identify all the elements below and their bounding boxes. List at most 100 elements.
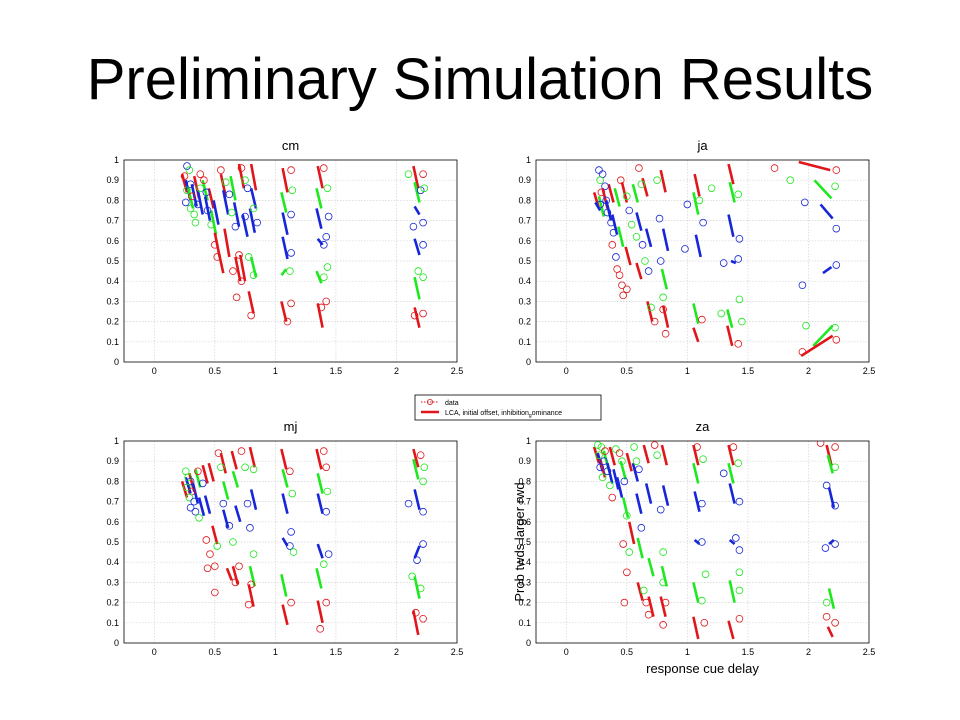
model-segment xyxy=(223,228,231,258)
data-point xyxy=(416,584,425,593)
data-point xyxy=(832,166,841,174)
data-point xyxy=(596,463,604,472)
model-segment xyxy=(230,450,238,470)
data-point xyxy=(414,267,423,275)
y-tick-label: 0.8 xyxy=(106,476,119,486)
model-segment xyxy=(813,179,833,200)
data-point xyxy=(202,536,211,544)
data-point xyxy=(659,548,667,556)
data-point xyxy=(596,176,604,185)
model-segment xyxy=(631,183,639,203)
model-segment xyxy=(203,196,212,221)
data-point xyxy=(227,208,236,217)
y-axis-label: Prob twds larger rwd xyxy=(512,482,527,601)
y-tick-label: 0.7 xyxy=(106,216,119,226)
model-segment xyxy=(281,236,289,260)
model-segment xyxy=(615,477,624,498)
data-point xyxy=(241,176,249,185)
model-segment xyxy=(692,192,700,215)
model-segment xyxy=(621,497,630,519)
model-segment xyxy=(316,303,324,328)
data-point xyxy=(637,180,646,189)
model-segment xyxy=(659,596,667,618)
data-point xyxy=(601,447,609,455)
legend: data LCA, initial offset, inhibitiongomi… xyxy=(414,394,602,421)
y-tick-label: 0.6 xyxy=(106,517,119,527)
data-point xyxy=(734,190,743,199)
data-point xyxy=(194,200,202,209)
data-point xyxy=(253,218,262,227)
data-point xyxy=(196,170,205,178)
data-point xyxy=(322,507,331,516)
slide-title: Preliminary Simulation Results xyxy=(86,47,874,112)
y-tick-label: 0.1 xyxy=(518,618,531,628)
data-point xyxy=(659,293,667,302)
y-tick-label: 1 xyxy=(526,155,531,165)
model-segment xyxy=(693,491,701,513)
data-point xyxy=(653,451,661,459)
x-tick-label: 1.5 xyxy=(742,366,755,376)
x-tick-label: 2.5 xyxy=(863,366,876,376)
y-tick-label: 0.2 xyxy=(518,598,531,608)
data-point xyxy=(632,457,641,466)
data-point xyxy=(802,321,810,330)
model-segment xyxy=(412,165,420,189)
model-segment xyxy=(644,483,653,504)
data-point xyxy=(243,499,252,508)
marks-group xyxy=(592,441,839,640)
y-tick-label: 1 xyxy=(114,436,119,446)
y-tick-label: 0.1 xyxy=(518,337,531,347)
data-point xyxy=(207,220,215,229)
model-segment xyxy=(660,444,669,466)
model-segment xyxy=(726,309,734,328)
model-segment xyxy=(726,325,734,347)
model-segment xyxy=(608,446,616,466)
model-segment xyxy=(644,228,653,248)
data-point xyxy=(735,568,744,577)
data-point xyxy=(717,309,726,318)
y-tick-label: 0.8 xyxy=(518,476,531,486)
data-point xyxy=(231,222,240,231)
model-segment xyxy=(180,481,189,498)
data-point xyxy=(419,614,427,623)
panel-title: cm xyxy=(282,138,299,153)
data-point xyxy=(419,507,427,516)
model-segment xyxy=(249,256,258,278)
data-point xyxy=(198,479,207,488)
model-segment xyxy=(646,301,654,322)
data-point xyxy=(735,546,744,554)
model-segment xyxy=(280,192,288,213)
y-tick-label: 0.7 xyxy=(106,497,119,507)
data-point xyxy=(816,441,825,447)
model-segment xyxy=(728,580,736,603)
model-segment xyxy=(828,538,835,546)
data-point xyxy=(286,542,294,550)
data-point xyxy=(244,253,253,261)
data-point xyxy=(232,293,241,302)
panel-za: 0 0.5 1 1.5 2 2.5 0 0.1 0.2 0.3 0.4 0.5 0.6 0.7 0.8 0.9… xyxy=(512,419,875,676)
y-tick-label: 0.8 xyxy=(106,195,119,205)
model-segment xyxy=(819,203,834,220)
data-point xyxy=(412,608,420,617)
data-point xyxy=(287,598,295,607)
legend-data-marker xyxy=(426,398,433,405)
model-segment xyxy=(597,196,606,217)
model-segment xyxy=(222,190,230,215)
data-point xyxy=(625,548,634,556)
x-tick-label: 2 xyxy=(806,647,811,657)
data-point xyxy=(419,218,427,227)
model-segment xyxy=(413,181,421,203)
model-segment xyxy=(692,327,700,343)
model-segment xyxy=(280,268,288,276)
data-point xyxy=(317,303,326,312)
model-segment xyxy=(280,301,288,322)
model-segment xyxy=(316,543,324,559)
data-point xyxy=(183,483,191,492)
data-point xyxy=(416,186,425,195)
model-segment xyxy=(413,238,421,256)
data-point xyxy=(734,340,743,348)
data-point xyxy=(701,570,710,579)
y-tick-label: 0.4 xyxy=(106,276,119,286)
panel-title: mj xyxy=(284,419,298,434)
